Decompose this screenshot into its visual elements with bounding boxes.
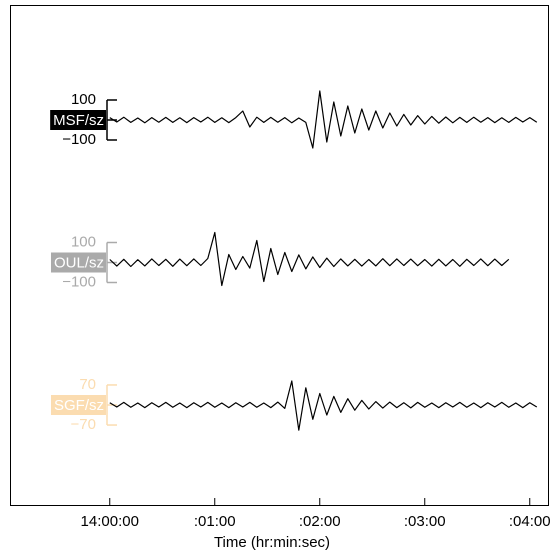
trace-name: MSF/sz <box>53 112 104 129</box>
x-tick-label: :04:00 <box>509 513 551 530</box>
x-tick-label: :02:00 <box>299 513 341 530</box>
trace-name-box <box>50 395 106 415</box>
y-tick-label: 70 <box>79 376 96 393</box>
x-axis-title: Time (hr:min:sec) <box>214 534 330 551</box>
y-tick-label: 100 <box>71 233 96 250</box>
x-tick-label: 14:00:00 <box>81 513 139 530</box>
trace-name-box <box>50 252 106 273</box>
waveform <box>109 380 538 431</box>
x-tick-label: :03:00 <box>404 513 446 530</box>
waveform <box>109 231 510 287</box>
y-tick-label: −100 <box>62 273 96 290</box>
y-tick-label: −70 <box>71 416 96 433</box>
trace-name: SGF/sz <box>54 397 104 414</box>
y-tick-label: −100 <box>62 131 96 148</box>
trace-name-box <box>50 110 106 130</box>
trace-name: OUL/sz <box>54 254 104 271</box>
x-tick-label: :01:00 <box>194 513 236 530</box>
waveform <box>109 90 538 149</box>
y-tick-label: 100 <box>71 91 96 108</box>
